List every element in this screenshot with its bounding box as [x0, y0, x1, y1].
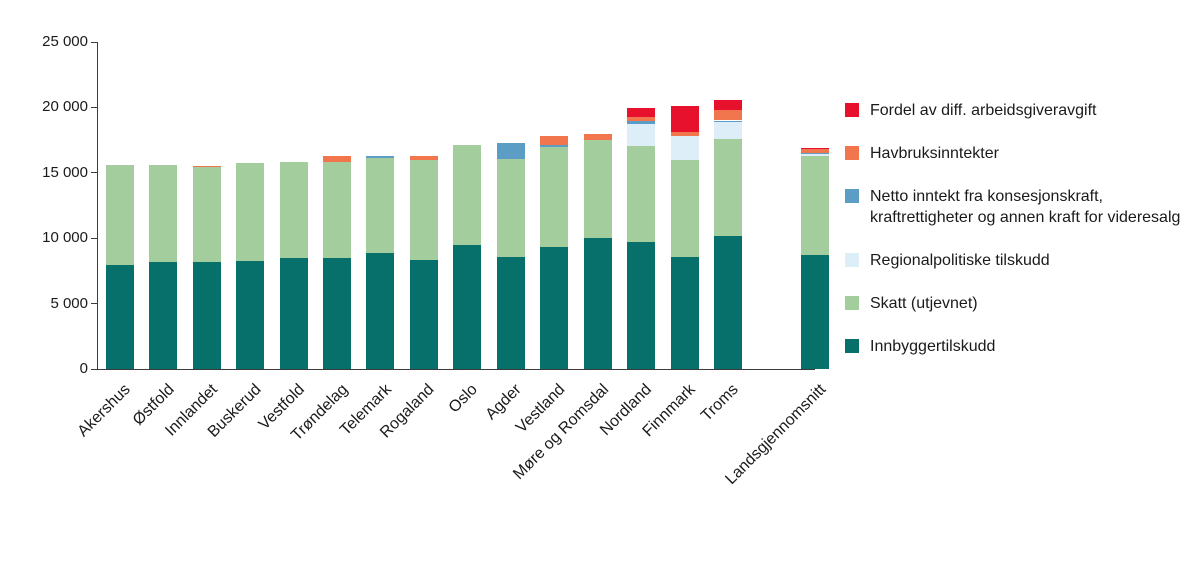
- bar-segment: [323, 155, 351, 162]
- y-axis-tick-label: 10 000: [42, 229, 88, 247]
- bar-segment: [540, 136, 569, 145]
- legend-swatch: [845, 253, 859, 267]
- y-axis-tick-label: 5 000: [50, 294, 88, 312]
- bar-segment: [192, 166, 221, 262]
- bar-segment: [801, 153, 829, 157]
- bar-segment: [409, 160, 438, 260]
- y-axis-tick: [91, 172, 98, 174]
- legend-item: Regionalpolitiske tilskudd: [845, 250, 1193, 271]
- x-axis-label: Akershus: [74, 381, 134, 441]
- bar-segment: [105, 164, 134, 266]
- y-axis-tick: [91, 303, 98, 305]
- bar-segment: [670, 136, 699, 160]
- bar-segment: [583, 134, 612, 141]
- bar-segment: [714, 110, 743, 121]
- legend-label: Regionalpolitiske tilskudd: [870, 252, 1050, 269]
- bar-segment: [105, 265, 134, 369]
- legend: Fordel av diff. arbeidsgiveravgift Havbru…: [845, 100, 1193, 379]
- bar-segment: [670, 132, 699, 137]
- bar-segment: [670, 106, 699, 133]
- y-axis-tick-label: 20 000: [42, 98, 88, 116]
- bar-segment: [236, 163, 265, 262]
- bar-segment: [279, 161, 308, 259]
- legend-label: Fordel av diff. arbeidsgiveravgift: [870, 102, 1097, 119]
- bar-segment: [496, 159, 525, 257]
- y-axis-tick: [91, 106, 98, 108]
- bar-segment: [801, 152, 829, 154]
- legend-swatch: [845, 103, 859, 117]
- bar-segment: [627, 242, 656, 369]
- bar-segment: [236, 261, 265, 369]
- bar-segment: [714, 121, 743, 139]
- legend-item: Innbyggertilskudd: [845, 336, 1193, 357]
- legend-label: Skatt (utjevnet): [870, 295, 978, 312]
- legend-label: Havbruksinntekter: [870, 145, 999, 162]
- y-axis-tick-label: 0: [79, 360, 88, 377]
- bar-segment: [714, 100, 743, 111]
- bar-segment: [583, 140, 612, 239]
- bar-segment: [366, 155, 395, 158]
- bar-segment: [801, 254, 829, 369]
- bar-segment: [627, 124, 656, 146]
- bar-segment: [496, 142, 525, 160]
- bar-segment: [409, 259, 438, 369]
- y-axis-tick: [91, 368, 98, 370]
- bar-segment: [453, 244, 482, 369]
- legend-swatch: [845, 189, 859, 203]
- y-axis-tick-label: 15 000: [42, 163, 88, 181]
- y-axis-tick: [91, 237, 98, 239]
- bar-segment: [192, 165, 221, 167]
- y-axis-tick: [91, 41, 98, 43]
- bar-segment: [801, 147, 829, 150]
- bar-segment: [627, 116, 656, 122]
- bar-segment: [714, 120, 743, 122]
- bar-segment: [670, 256, 699, 369]
- bar-segment: [409, 156, 438, 161]
- bar-segment: [670, 159, 699, 257]
- x-axis-label: Troms: [698, 381, 743, 425]
- bar-segment: [149, 164, 178, 262]
- bar-segment: [323, 161, 351, 259]
- legend-item: Havbruksinntekter: [845, 143, 1193, 164]
- legend-swatch: [845, 296, 859, 310]
- bar-segment: [192, 261, 221, 369]
- bar-segment: [279, 258, 308, 369]
- bar-segment: [366, 157, 395, 254]
- bar-segment: [540, 246, 569, 369]
- bar-segment: [366, 253, 395, 369]
- bar-segment: [801, 156, 829, 255]
- legend-item: Netto inntekt fra konsesjonskraft, kraft…: [845, 186, 1193, 228]
- y-axis-tick-label: 25 000: [42, 33, 88, 50]
- bar-segment: [453, 144, 482, 245]
- bar-segment: [540, 147, 569, 247]
- bar-segment: [627, 108, 656, 117]
- bar-segment: [714, 138, 743, 236]
- bar-segment: [149, 261, 178, 369]
- bar-segment: [540, 144, 569, 148]
- bar-segment: [801, 149, 829, 153]
- legend-item: Skatt (utjevnet): [845, 293, 1193, 314]
- legend-item: Fordel av diff. arbeidsgiveravgift: [845, 100, 1193, 121]
- bar-segment: [583, 238, 612, 369]
- bar-segment: [627, 146, 656, 243]
- legend-label: Netto inntekt fra konsesjonskraft, kraft…: [870, 188, 1181, 226]
- bar-segment: [323, 258, 351, 369]
- bar-segment: [496, 256, 525, 369]
- legend-swatch: [845, 146, 859, 160]
- bar-segment: [714, 235, 743, 369]
- legend-label: Innbyggertilskudd: [870, 338, 996, 355]
- x-axis-label: Oslo: [446, 381, 482, 417]
- legend-swatch: [845, 339, 859, 353]
- bar-segment: [627, 121, 656, 125]
